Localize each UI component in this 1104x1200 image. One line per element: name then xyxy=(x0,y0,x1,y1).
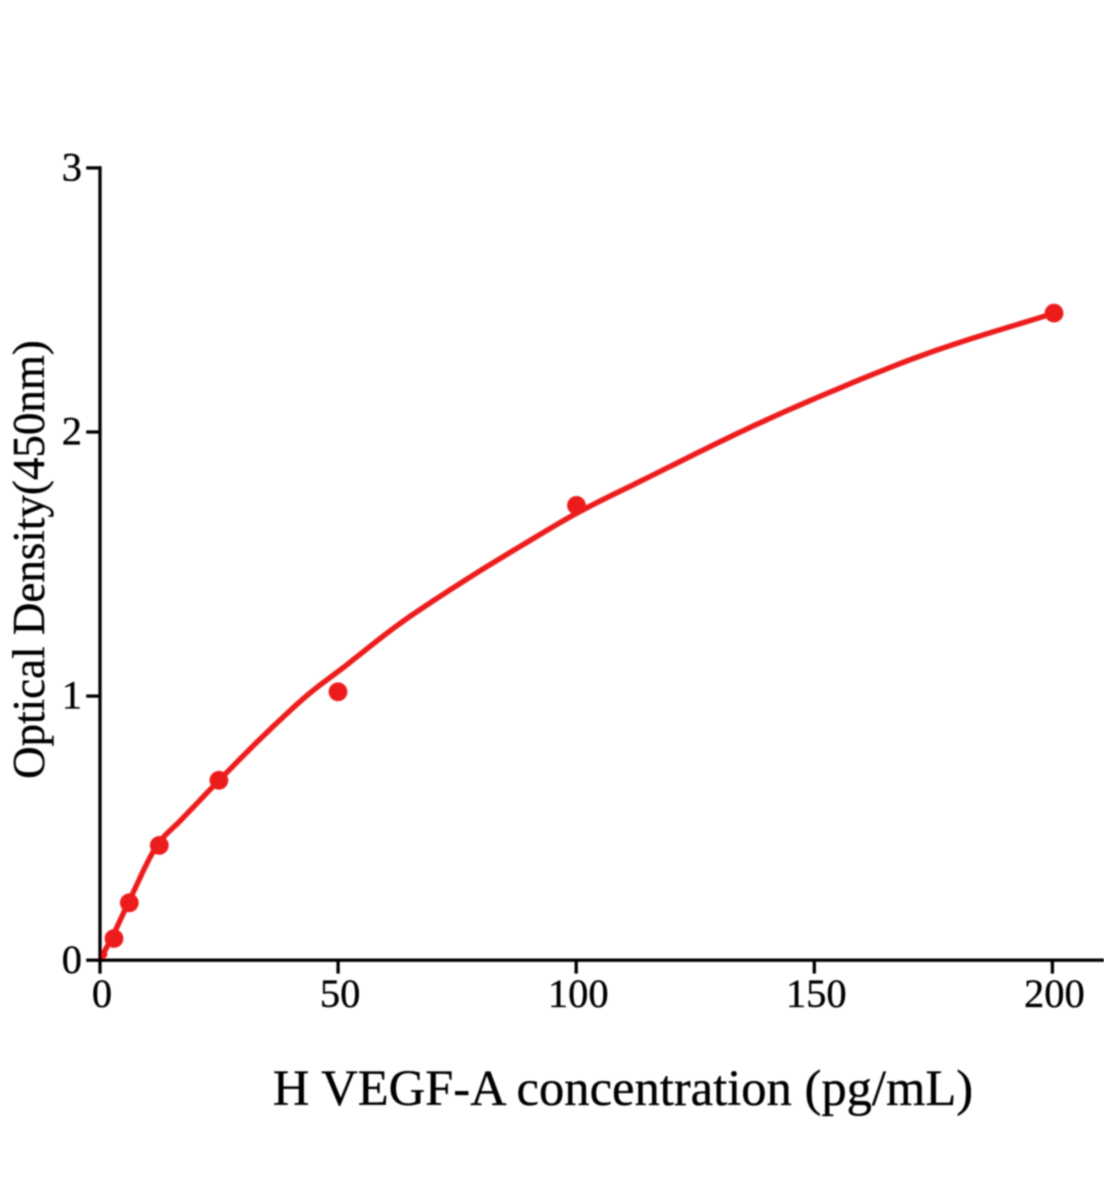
svg-text:H VEGF-A concentration (pg/mL): H VEGF-A concentration (pg/mL) xyxy=(273,1060,973,1116)
svg-text:2: 2 xyxy=(62,409,82,454)
svg-text:200: 200 xyxy=(1024,971,1085,1016)
svg-text:150: 150 xyxy=(786,971,847,1016)
svg-text:0: 0 xyxy=(62,937,82,982)
svg-text:50: 50 xyxy=(320,971,361,1016)
svg-text:Optical Density(450nm): Optical Density(450nm) xyxy=(4,340,54,779)
svg-text:0: 0 xyxy=(92,971,112,1016)
svg-text:100: 100 xyxy=(548,971,609,1016)
svg-text:3: 3 xyxy=(62,145,82,190)
svg-text:1: 1 xyxy=(62,673,82,718)
